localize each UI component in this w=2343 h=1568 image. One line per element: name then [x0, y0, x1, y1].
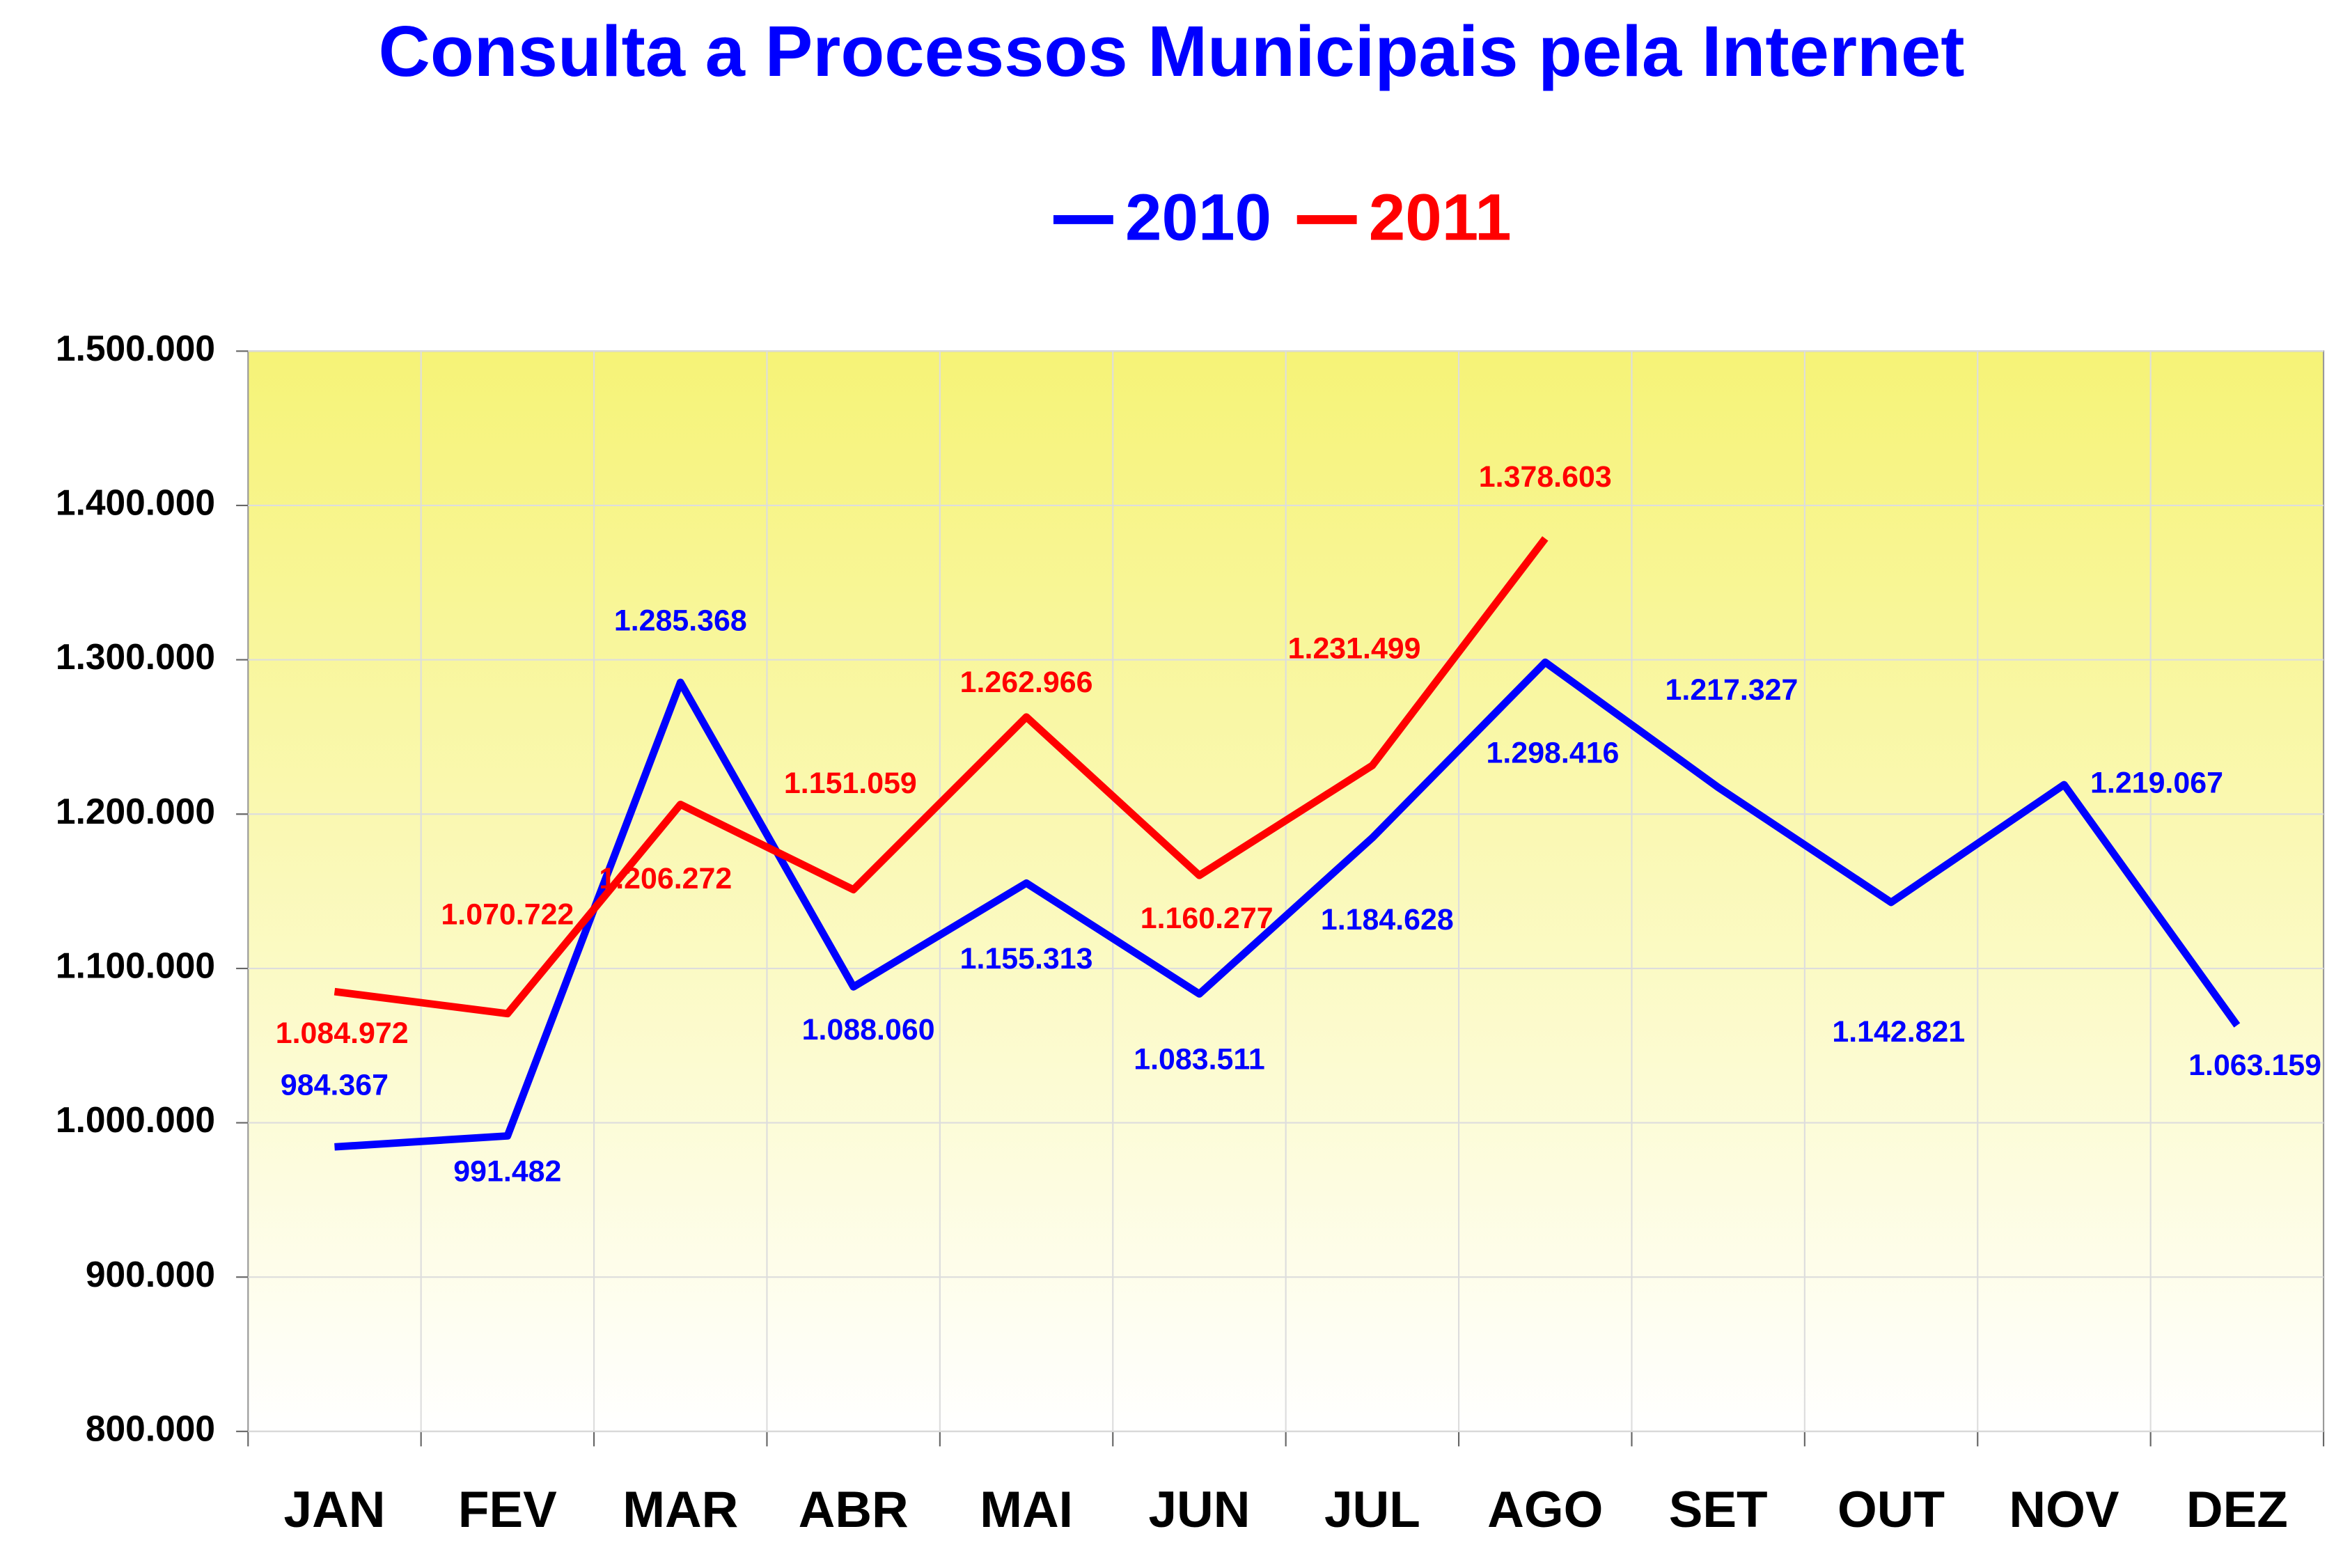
data-label: 1.217.327: [1666, 673, 1799, 707]
x-tick-label: MAR: [622, 1482, 738, 1538]
x-tick-label: JUL: [1324, 1482, 1420, 1538]
y-tick-label: 1.400.000: [56, 483, 215, 523]
x-tick-label: FEV: [458, 1482, 557, 1538]
x-tick-label: OUT: [1837, 1482, 1945, 1538]
x-tick-label: DEZ: [2186, 1482, 2288, 1538]
y-tick-label: 1.000.000: [56, 1099, 215, 1140]
data-label: 1.285.368: [614, 604, 747, 638]
x-tick-label: MAI: [980, 1482, 1073, 1538]
data-label: 1.088.060: [802, 1013, 935, 1046]
y-tick-label: 1.100.000: [56, 946, 215, 986]
data-label: 1.298.416: [1487, 736, 1620, 769]
x-tick-label: NOV: [2009, 1482, 2119, 1538]
chart-title: Consulta a Processos Municipais pela Int…: [378, 11, 1964, 91]
x-tick-label: AGO: [1487, 1482, 1603, 1538]
legend-label: 2011: [1369, 182, 1512, 255]
data-label: 1.084.972: [276, 1017, 409, 1050]
data-label: 1.083.511: [1134, 1042, 1265, 1076]
data-label: 991.482: [453, 1154, 561, 1188]
y-tick-label: 1.300.000: [56, 636, 215, 677]
data-label: 1.206.272: [599, 862, 732, 895]
x-tick-label: JUN: [1148, 1482, 1250, 1538]
y-tick-label: 900.000: [86, 1254, 215, 1294]
data-label: 1.231.499: [1288, 632, 1421, 666]
data-label: 1.160.277: [1141, 902, 1274, 935]
data-label: 984.367: [281, 1069, 389, 1102]
data-label: 1.262.966: [960, 666, 1093, 699]
y-tick-label: 800.000: [86, 1408, 215, 1448]
data-label: 1.155.313: [960, 942, 1093, 975]
data-label: 1.063.159: [2188, 1049, 2321, 1082]
legend-label: 2010: [1125, 182, 1271, 255]
y-tick-label: 1.200.000: [56, 791, 215, 831]
series-line: [334, 658, 2241, 1151]
data-label: 1.142.821: [1832, 1015, 1965, 1049]
x-tick-label: SET: [1669, 1482, 1768, 1538]
x-tick-label: JAN: [284, 1482, 386, 1538]
series-line: [334, 536, 1549, 1018]
data-label: 1.219.067: [2090, 766, 2223, 799]
data-label: 1.151.059: [784, 767, 917, 800]
data-label: 1.184.628: [1321, 903, 1454, 936]
data-label: 1.070.722: [441, 898, 574, 932]
data-label: 1.378.603: [1479, 460, 1612, 494]
y-tick-label: 1.500.000: [56, 328, 215, 368]
x-tick-label: ABR: [799, 1482, 909, 1538]
